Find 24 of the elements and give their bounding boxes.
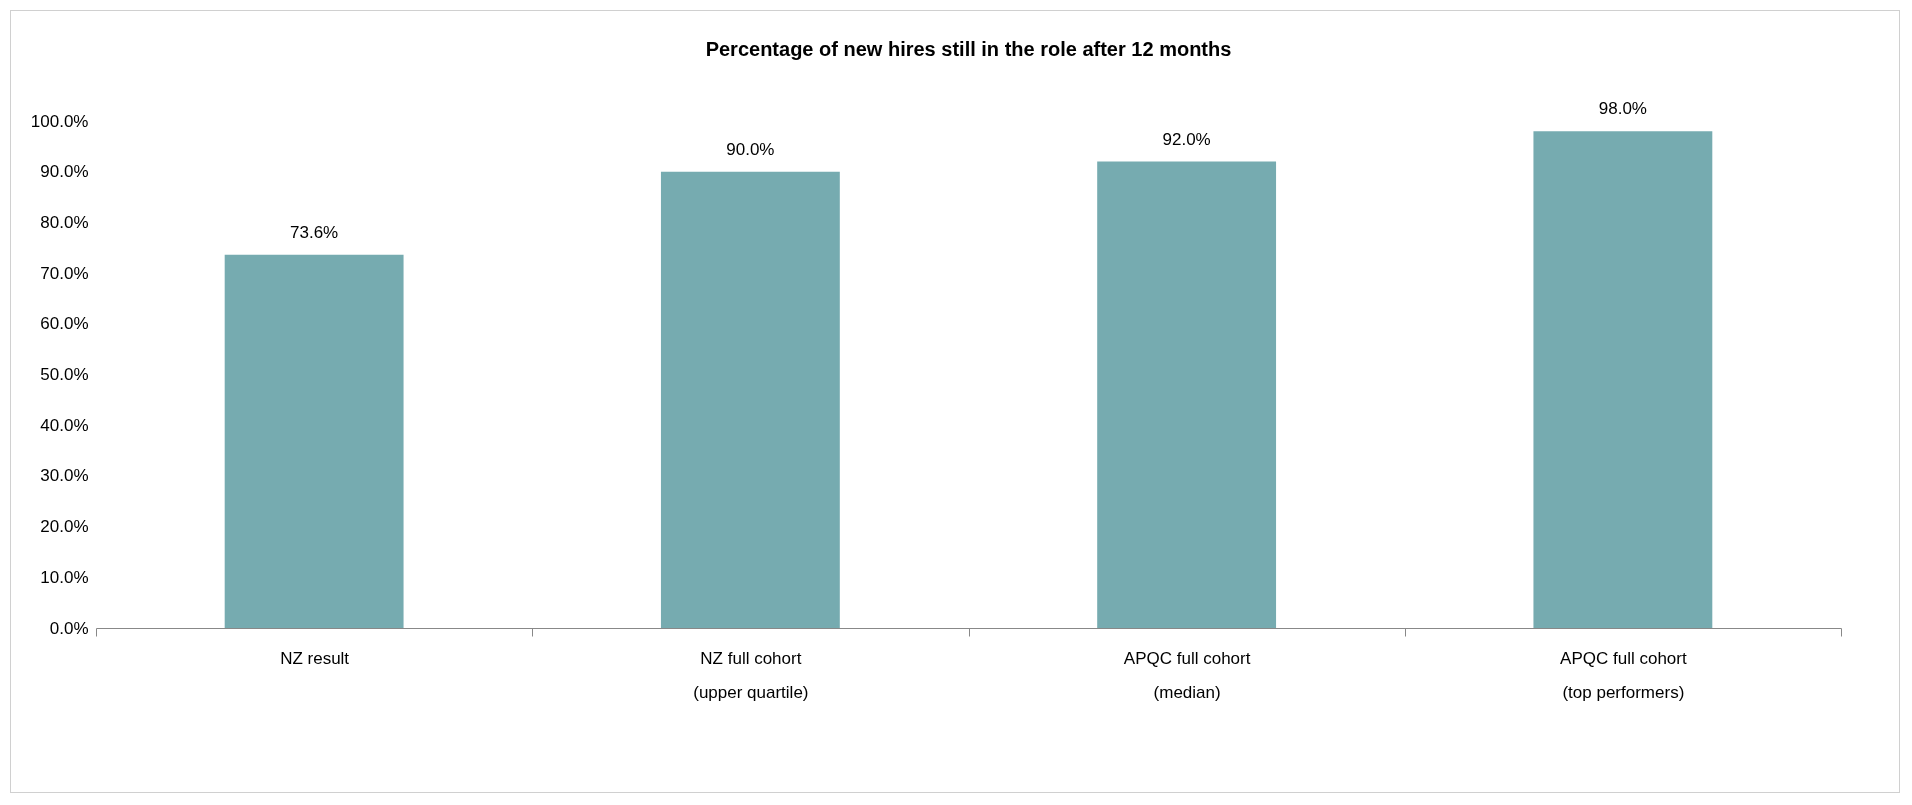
- x-tick-label: APQC full cohort (median): [1123, 648, 1251, 702]
- data-label: 90.0%: [726, 139, 775, 159]
- bar: [660, 171, 840, 628]
- bar: [224, 254, 404, 628]
- y-tick-label: 70.0%: [40, 263, 89, 283]
- chart-title: Percentage of new hires still in the role after 12 months: [705, 38, 1232, 61]
- x-tick-label: APQC full cohort (top performers): [1560, 648, 1687, 702]
- y-tick-label: 10.0%: [40, 567, 89, 587]
- y-tick-label: 100.0%: [30, 111, 89, 131]
- x-tick-label: NZ full cohort (upper quartile): [693, 648, 809, 702]
- bar: [1533, 131, 1713, 628]
- y-tick-label: 80.0%: [40, 212, 89, 232]
- y-tick-label: 90.0%: [40, 162, 89, 182]
- y-tick-label: 40.0%: [40, 415, 89, 435]
- y-tick-label: 60.0%: [40, 314, 89, 334]
- data-label: 92.0%: [1162, 129, 1211, 149]
- data-label: 73.6%: [290, 222, 339, 242]
- y-tick-label: 30.0%: [40, 466, 89, 486]
- x-tick-label: NZ result: [280, 648, 350, 668]
- y-tick-label: 50.0%: [40, 365, 89, 384]
- data-label: 98.0%: [1598, 99, 1647, 119]
- y-tick-label: 20.0%: [40, 517, 89, 537]
- y-tick-label: 0.0%: [49, 618, 89, 638]
- bar: [1097, 161, 1277, 628]
